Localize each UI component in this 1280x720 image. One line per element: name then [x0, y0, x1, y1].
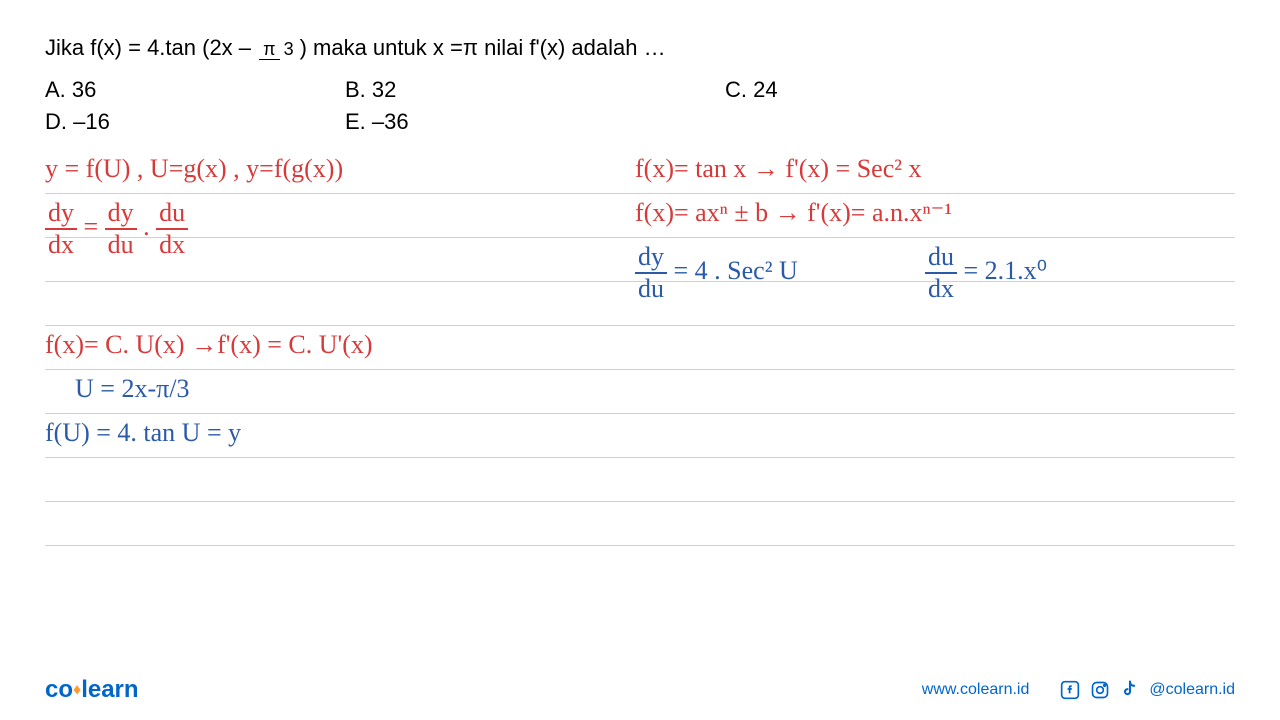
hw-line3-mid: dy du = 4 . Sec² U: [635, 242, 798, 304]
question-fraction: π3: [259, 35, 297, 64]
hw-chain-rule: dy dx = dy du . du dx: [45, 198, 188, 260]
hw-du-dx: du dx: [156, 198, 188, 260]
footer-right: www.colearn.id @colearn.id: [922, 679, 1235, 701]
facebook-icon: [1059, 679, 1081, 701]
hw-line4: f(x)= C. U(x) →f'(x) = C. U'(x): [45, 330, 373, 360]
question-prefix: Jika f(x) = 4.tan (2x –: [45, 35, 257, 60]
footer: co♦learn www.colearn.id @colearn.id: [0, 660, 1280, 720]
hw-line1-left: y = f(U) , U=g(x) , y=f(g(x)): [45, 154, 343, 184]
options-grid: A. 36 B. 32 C. 24 D. –16 E. –36: [45, 77, 1235, 135]
tiktok-icon: [1119, 679, 1141, 701]
instagram-icon: [1089, 679, 1111, 701]
social-icons: @colearn.id: [1059, 679, 1235, 701]
footer-url: www.colearn.id: [922, 681, 1030, 699]
hw-line5: U = 2x-π/3: [75, 374, 189, 404]
option-e: E. –36: [345, 109, 725, 135]
footer-handle: @colearn.id: [1149, 681, 1235, 699]
hw-line3-right: du dx = 2.1.x⁰: [925, 242, 1047, 304]
logo-co: co: [45, 676, 73, 703]
option-b: B. 32: [345, 77, 725, 103]
question-text: Jika f(x) = 4.tan (2x – π3) maka untuk x…: [45, 30, 1235, 65]
hw-dy-du: dy du: [105, 198, 137, 260]
question-suffix: ) maka untuk x =π nilai f'(x) adalah …: [300, 35, 666, 60]
logo: co♦learn: [45, 676, 139, 704]
frac-numerator: π: [259, 39, 279, 60]
hw-line6: f(U) = 4. tan U = y: [45, 418, 241, 448]
hw-du-dx-2: du dx: [925, 242, 957, 304]
work-area: y = f(U) , U=g(x) , y=f(g(x)) f(x)= tan …: [45, 150, 1235, 550]
logo-dot-icon: ♦: [73, 682, 81, 699]
hw-dy-du-2: dy du: [635, 242, 667, 304]
option-a: A. 36: [45, 77, 345, 103]
option-c: C. 24: [725, 77, 1025, 103]
logo-learn: learn: [81, 676, 138, 703]
hw-dy-dx: dy dx: [45, 198, 77, 260]
hw-line2-right: f(x)= axⁿ ± b → f'(x)= a.n.xⁿ⁻¹: [635, 198, 952, 228]
hw-line1-right: f(x)= tan x → f'(x) = Sec² x: [635, 154, 922, 184]
frac-denominator: 3: [280, 39, 298, 59]
option-d: D. –16: [45, 109, 345, 135]
